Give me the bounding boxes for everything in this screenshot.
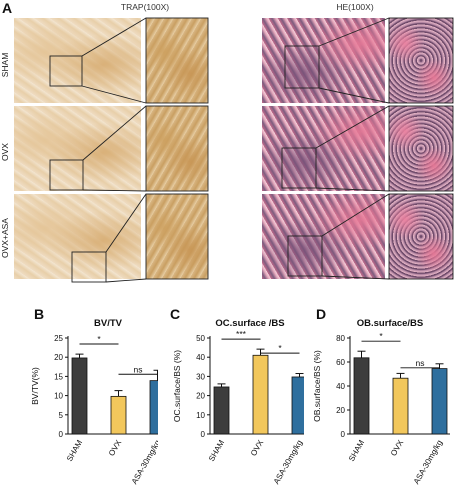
trap-ovx-zoom-image xyxy=(146,106,208,191)
y-tick-label: 15 xyxy=(54,372,63,381)
panel-a-label: A xyxy=(2,0,13,16)
zoom-frame xyxy=(388,105,454,192)
trap-ovx-asa-image xyxy=(14,194,141,279)
roi-overlay xyxy=(49,17,454,283)
chart-title: OB.surface/BS xyxy=(357,318,424,329)
zoom-frame xyxy=(145,105,209,192)
y-tick-label: 10 xyxy=(196,411,205,420)
x-tick-label: ASA-30mg/kg xyxy=(412,439,444,486)
bar xyxy=(252,354,269,435)
y-tick-label: 25 xyxy=(54,334,63,343)
he-ovx-zoom-image xyxy=(389,106,453,191)
bar xyxy=(110,395,127,435)
trap-sham-zoom-image xyxy=(146,18,208,103)
zoom-frame xyxy=(388,193,454,280)
roi-connector xyxy=(321,275,390,280)
roi-connector xyxy=(105,193,147,253)
roi-box xyxy=(49,55,83,87)
y-tick-label: 80 xyxy=(336,334,345,343)
roi-connector xyxy=(315,105,390,149)
y-tick-label: 40 xyxy=(196,353,205,362)
x-tick-label: OVX xyxy=(107,438,124,458)
roi-connector xyxy=(321,193,390,237)
zoom-frame xyxy=(145,17,209,104)
x-tick-label: OVX xyxy=(389,438,406,458)
bar xyxy=(291,376,304,435)
roi-box xyxy=(71,251,107,283)
bar-chart-bv-tv: BV/TV BV/TV(%) 0 5 10 15 20 25 SHAM OVX ASA-30mg/k… xyxy=(30,318,158,486)
bar xyxy=(353,357,370,435)
roi-connector xyxy=(318,17,390,47)
significance-label: *** xyxy=(236,329,247,339)
y-axis-label: OC.surface/BS (%) xyxy=(172,350,182,422)
y-tick-label: 50 xyxy=(196,334,205,343)
zoom-frame xyxy=(145,193,209,280)
he-sham-zoom-image xyxy=(389,18,453,103)
roi-connector xyxy=(315,187,390,192)
x-tick-label: SHAM xyxy=(347,438,367,463)
significance-label: ns xyxy=(134,364,143,374)
roi-box xyxy=(281,147,317,189)
roi-connector xyxy=(82,105,147,161)
panel-c-label: C xyxy=(170,306,181,322)
significance-label: * xyxy=(97,334,101,344)
x-tick-label: SHAM xyxy=(65,438,85,463)
y-tick-label: 20 xyxy=(336,406,345,415)
significance-label: * xyxy=(379,331,383,341)
he-ovx-asa-image xyxy=(262,194,385,279)
y-tick-label: 0 xyxy=(341,430,346,439)
roi-connector xyxy=(81,85,147,104)
y-axis-label: OB.surface/BS (%) xyxy=(312,350,322,422)
bar xyxy=(213,386,230,435)
x-tick-label: SHAM xyxy=(207,438,227,463)
y-tick-label: 30 xyxy=(196,372,205,381)
bar-chart-ob-surface: OB.surface/BS OB.surface/BS (%) 0 20 40 60 80 S… xyxy=(312,318,450,486)
roi-connector xyxy=(82,189,147,192)
y-tick-label: 0 xyxy=(201,430,206,439)
bar xyxy=(392,377,409,435)
roi-connector xyxy=(318,87,390,104)
roi-box xyxy=(287,235,323,277)
he-column-title: HE(100X) xyxy=(336,2,374,12)
y-tick-label: 20 xyxy=(196,392,205,401)
x-tick-label: ASA-30mg/kg xyxy=(130,439,158,486)
he-ovx-asa-zoom-image xyxy=(389,194,453,279)
zoom-frame xyxy=(388,17,454,104)
y-tick-label: 40 xyxy=(336,382,345,391)
bar xyxy=(149,380,158,435)
y-axis-label: BV/TV(%) xyxy=(30,367,40,405)
trap-ovx-asa-zoom-image xyxy=(146,194,208,279)
trap-ovx-image xyxy=(14,106,141,191)
bar xyxy=(71,357,88,435)
x-tick-label: ASA-30mg/kg xyxy=(272,439,304,486)
y-tick-label: 20 xyxy=(54,353,63,362)
roi-connector xyxy=(81,17,147,57)
y-tick-label: 60 xyxy=(336,358,345,367)
significance-label: ns xyxy=(416,358,425,368)
trap-column-title: TRAP(100X) xyxy=(120,2,170,12)
chart-title: BV/TV xyxy=(94,318,123,329)
y-tick-label: 10 xyxy=(54,392,63,401)
bar xyxy=(431,368,448,435)
trap-sham-image xyxy=(14,18,141,103)
roi-connector xyxy=(105,278,147,283)
roi-box xyxy=(49,159,84,191)
y-tick-label: 5 xyxy=(59,411,64,420)
panel-b-label: B xyxy=(34,306,45,322)
panel-d-label: D xyxy=(316,306,327,322)
bar-chart-oc-surface: OC.surface /BS OC.surface/BS (%) 0 10 20 30 40… xyxy=(172,318,304,486)
significance-label: * xyxy=(278,343,282,353)
chart-title: OC.surface /BS xyxy=(215,318,284,329)
y-tick-label: 0 xyxy=(59,430,64,439)
x-tick-label: OVX xyxy=(249,438,266,458)
roi-box xyxy=(284,45,320,89)
